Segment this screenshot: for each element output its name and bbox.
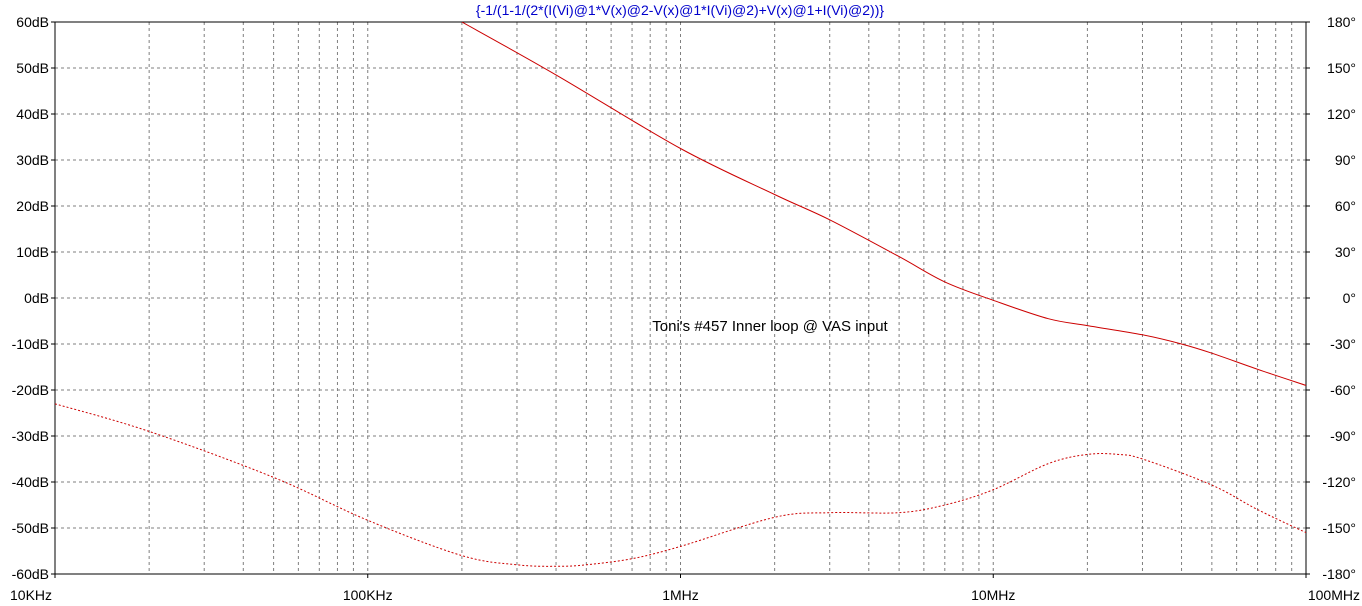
y-right-tick-label: 90° bbox=[1335, 152, 1356, 168]
y-right-tick-label: 180° bbox=[1327, 14, 1356, 30]
y-right-tick-label: -90° bbox=[1330, 428, 1356, 444]
y-left-tick-label: 20dB bbox=[16, 198, 49, 214]
y-left-tick-label: 0dB bbox=[24, 290, 49, 306]
y-left-tick-label: -40dB bbox=[12, 474, 49, 490]
y-right-tick-label: -60° bbox=[1330, 382, 1356, 398]
y-right-tick-label: -120° bbox=[1322, 474, 1356, 490]
y-left-tick-label: 60dB bbox=[16, 14, 49, 30]
y-right-tick-label: 30° bbox=[1335, 244, 1356, 260]
y-right-tick-label: 150° bbox=[1327, 60, 1356, 76]
x-tick-label: 10MHz bbox=[971, 587, 1015, 603]
chart-title: {-1/(1-1/(2*(I(Vi)@1*V(x)@2-V(x)@1*I(Vi)… bbox=[476, 2, 884, 18]
traces bbox=[55, 22, 1306, 567]
y-left-tick-label: -60dB bbox=[12, 566, 49, 582]
y-left-tick-label: -20dB bbox=[12, 382, 49, 398]
tick-labels: 60dB 50dB 40dB 30dB 20dB 10dB 0dB -10dB -20dB -30… bbox=[10, 14, 1360, 603]
x-tick-label: 100KHz bbox=[343, 587, 393, 603]
magnitude-trace bbox=[461, 22, 1306, 386]
y-left-tick-label: -30dB bbox=[12, 428, 49, 444]
y-left-tick-label: 40dB bbox=[16, 106, 49, 122]
x-tick-label: 10KHz bbox=[10, 587, 52, 603]
y-right-tick-label: -30° bbox=[1330, 336, 1356, 352]
y-right-tick-label: 120° bbox=[1327, 106, 1356, 122]
y-left-tick-label: 50dB bbox=[16, 60, 49, 76]
x-tick-label: 1MHz bbox=[662, 587, 699, 603]
y-left-tick-label: -50dB bbox=[12, 520, 49, 536]
y-right-tick-label: -180° bbox=[1322, 566, 1356, 582]
y-right-tick-label: 0° bbox=[1343, 290, 1356, 306]
y-right-tick-label: 60° bbox=[1335, 198, 1356, 214]
x-tick-label: 100MHz bbox=[1308, 587, 1360, 603]
y-left-tick-label: 10dB bbox=[16, 244, 49, 260]
chart-annotation: Toni's #457 Inner loop @ VAS input bbox=[652, 318, 888, 335]
y-left-tick-label: -10dB bbox=[12, 336, 49, 352]
y-right-tick-label: -150° bbox=[1322, 520, 1356, 536]
y-left-tick-label: 30dB bbox=[16, 152, 49, 168]
